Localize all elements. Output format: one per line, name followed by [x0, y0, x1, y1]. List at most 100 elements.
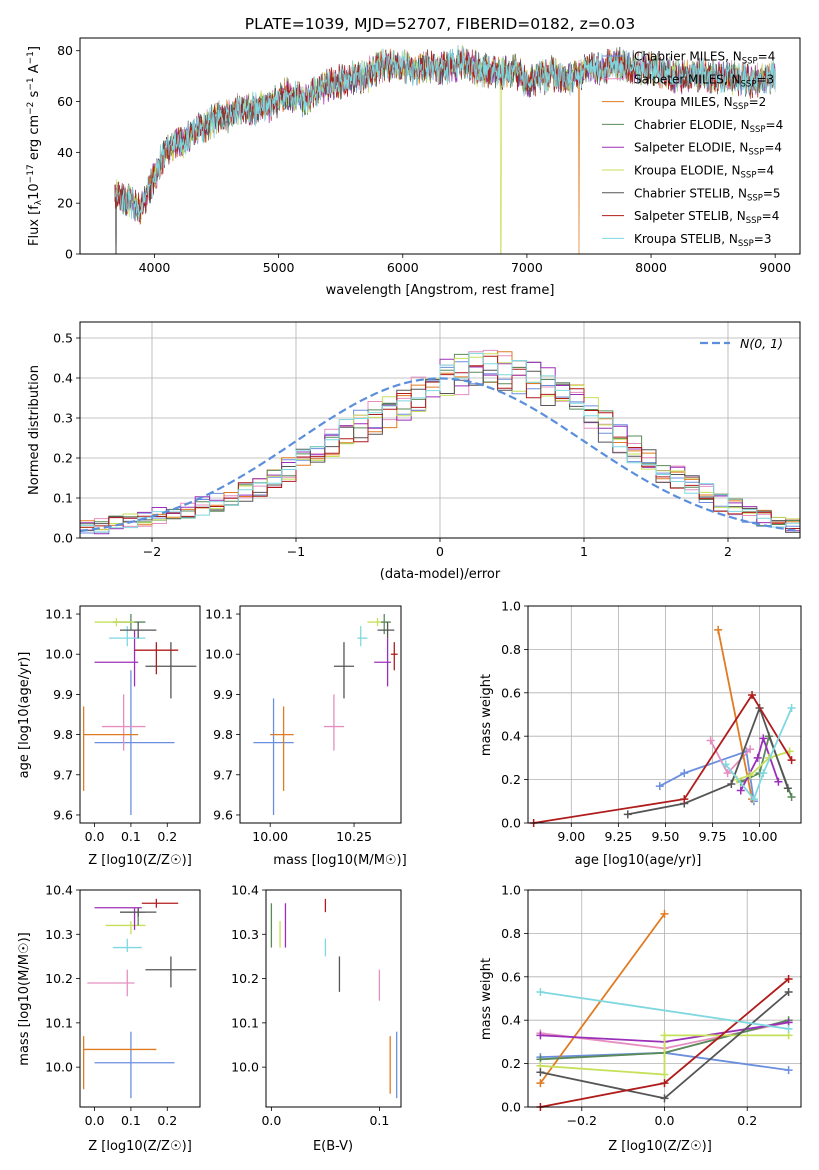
legend-subscript: SSP — [738, 239, 754, 249]
mass-vs-ebv-panel: 0.0 0.1 10.0 10.1 10.2 10.3 10.4 E(B-V) — [231, 883, 402, 1154]
x-axis-label: E(B-V) — [313, 1139, 353, 1154]
weight-line — [627, 705, 789, 816]
y-tick-label: 10.3 — [231, 927, 259, 942]
weight-point — [660, 1094, 669, 1103]
weight-point — [746, 771, 755, 780]
spectrum-panel: 4000 5000 6000 7000 8000 9000 0 20 40 60 80 Chabrie… — [26, 37, 801, 298]
histograms — [80, 349, 800, 535]
error-crosses — [82, 614, 197, 815]
legend: N(0, 1) — [700, 336, 783, 351]
x-tick-label: −2 — [143, 544, 161, 559]
y-tick-label: 40 — [57, 145, 73, 160]
plot-frame — [527, 889, 802, 1108]
y-tick-label: 10.2 — [45, 971, 73, 986]
weight-point — [787, 792, 796, 801]
y-tick-label: 0.0 — [501, 816, 521, 831]
label-part: erg cm — [27, 115, 42, 164]
legend-nssp: =5 — [763, 186, 781, 200]
x-tick-label: 9.75 — [699, 829, 727, 844]
weight-point — [787, 703, 796, 712]
y-tick-label: 0.4 — [53, 371, 73, 386]
plot-frame — [79, 321, 801, 539]
y-axis-label: Normed distribution — [27, 365, 42, 495]
y-tick-label: 0.2 — [501, 1056, 521, 1071]
legend-label: Salpeter ELODIE, NSSP=4 — [634, 141, 782, 158]
weight-point — [783, 784, 792, 793]
error-crosses — [270, 898, 398, 1099]
y-tick-label: 0.4 — [501, 729, 521, 744]
y-tick-label: 9.6 — [213, 807, 233, 822]
weight-line — [540, 991, 789, 1030]
y-tick-label: 10.0 — [45, 647, 73, 662]
legend-label: Kroupa ELODIE, NSSP=4 — [634, 164, 774, 181]
legend-label: Salpeter STELIB, NSSP=4 — [634, 209, 779, 226]
x-axis-label: Z [log10(Z/Z☉)] — [88, 853, 192, 868]
plot-frame — [79, 889, 201, 1108]
y-axis-label: mass [log10(M/M☉)] — [17, 932, 32, 1065]
weight-point — [660, 1079, 669, 1088]
error-crosses — [253, 614, 398, 815]
x-axis-label: mass [log10(M/M☉)] — [273, 853, 406, 868]
weight-line — [740, 735, 780, 791]
x-tick-label: 5000 — [263, 260, 295, 275]
y-tick-label: 0.2 — [501, 772, 521, 787]
legend-nssp: =4 — [766, 118, 784, 132]
label-part: −2 — [26, 102, 36, 115]
weight-point — [759, 734, 768, 743]
weight-point — [753, 753, 762, 762]
age-vs-metallicity-panel: 0.0 0.1 0.2 9.6 9.7 9.8 9.9 10.0 10.1 Z [log10(Z/… — [17, 605, 201, 868]
residuals-panel: −2 −1 0 1 2 0.0 0.1 0.2 0.3 0.4 0.5 N(0, 1) (data-mo… — [27, 321, 801, 582]
y-tick-label: 0.5 — [53, 331, 73, 346]
grid — [80, 322, 800, 539]
weight-point — [714, 625, 723, 634]
x-tick-label: 9000 — [759, 260, 791, 275]
y-tick-label: 10.3 — [45, 927, 73, 942]
x-tick-label: 0.1 — [121, 829, 141, 844]
legend-label: Chabrier ELODIE, NSSP=4 — [634, 118, 783, 135]
x-tick-label: 0.2 — [157, 1113, 177, 1128]
legend-subscript: SSP — [741, 79, 757, 89]
weight-point — [784, 987, 793, 996]
weight-lines — [536, 909, 793, 1111]
plot-frame — [527, 605, 802, 824]
weight-point — [774, 777, 783, 786]
y-tick-label: 0.0 — [501, 1100, 521, 1115]
legend-subscript: SSP — [748, 148, 764, 158]
weight-point — [655, 782, 664, 791]
legend-nssp: =3 — [754, 232, 772, 246]
legend-label: N(0, 1) — [740, 336, 783, 351]
x-tick-label: 8000 — [635, 260, 667, 275]
figure-title: PLATE=1039, MJD=52707, FIBERID=0182, z=0… — [245, 15, 635, 33]
plot-frame — [79, 605, 201, 824]
y-tick-label: 10.0 — [45, 1060, 73, 1075]
weight-point — [736, 786, 745, 795]
y-tick-label: 0.1 — [53, 491, 73, 506]
x-tick-label: 7000 — [511, 260, 543, 275]
x-tick-label: 0.2 — [737, 1113, 757, 1128]
ticks: 0.0 0.1 10.0 10.1 10.2 10.3 10.4 — [231, 883, 389, 1129]
y-tick-label: 0.6 — [501, 969, 521, 984]
x-tick-label: 0.1 — [369, 1113, 389, 1128]
weight-point — [727, 779, 736, 788]
x-tick-label: 6000 — [387, 260, 419, 275]
weight-line — [539, 913, 666, 1084]
y-tick-label: 9.9 — [53, 687, 73, 702]
x-tick-label: 0.0 — [655, 1113, 675, 1128]
legend-nssp: =4 — [762, 209, 780, 223]
weight-point — [536, 987, 545, 996]
y-tick-label: 9.9 — [213, 687, 233, 702]
grid — [528, 605, 801, 824]
weight-point — [660, 909, 669, 918]
weight-line — [717, 629, 753, 800]
label-part: −1 — [26, 51, 36, 64]
y-tick-label: 9.6 — [53, 807, 73, 822]
legend-nssp: =4 — [756, 164, 774, 178]
ticks: 4000 5000 6000 7000 8000 9000 0 20 40 60 80 — [57, 43, 791, 275]
weight-point — [623, 810, 632, 819]
x-axis-label: Z [log10(Z/Z☉)] — [88, 1139, 192, 1154]
x-tick-label: 0.0 — [261, 1113, 281, 1128]
weight-line — [533, 693, 793, 824]
y-tick-label: 0.8 — [501, 926, 521, 941]
weight-point — [680, 769, 689, 778]
spectra-lines — [114, 44, 776, 254]
